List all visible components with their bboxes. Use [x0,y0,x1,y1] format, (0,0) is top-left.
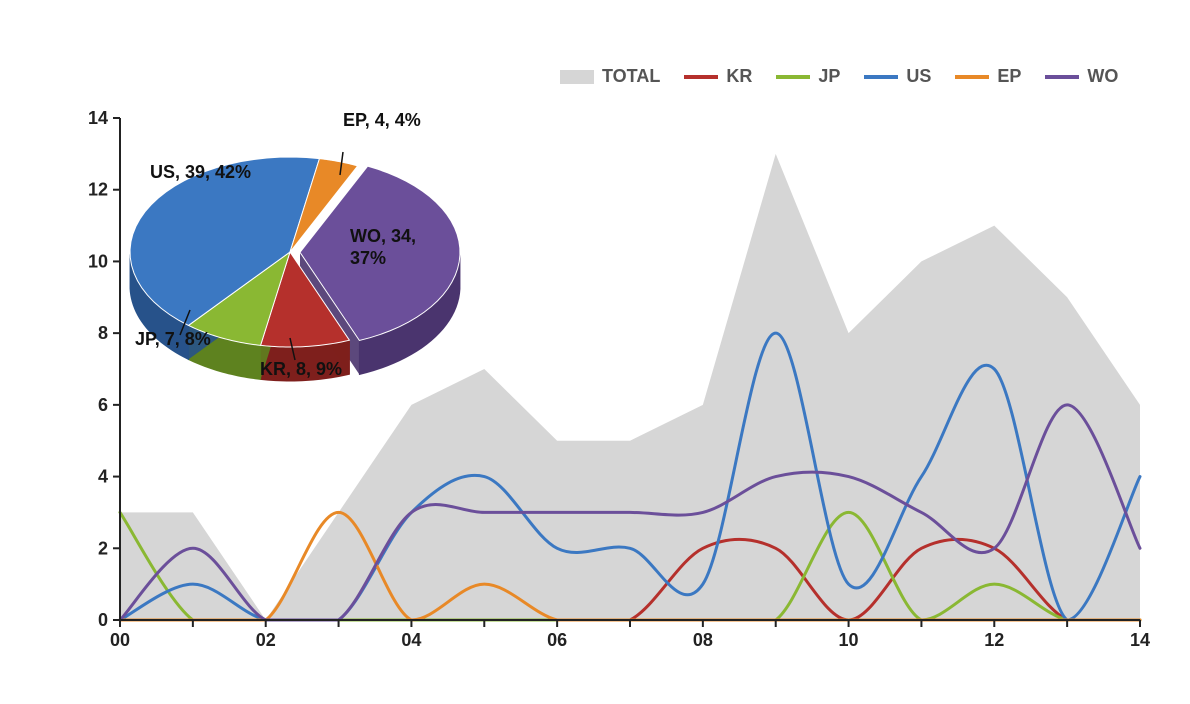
chart-stage: 024681012140002040608101214EP, 4, 4%US, … [0,0,1190,704]
x-tick-label: 14 [1130,630,1150,650]
legend-swatch [684,75,718,79]
pie-label-jp: JP, 7, 8% [135,329,211,349]
legend-label: WO [1087,66,1118,87]
pie-label-kr: KR, 8, 9% [260,359,342,379]
y-tick-label: 14 [88,108,108,128]
x-tick-label: 08 [693,630,713,650]
legend-swatch [955,75,989,79]
legend-item-us: US [864,66,931,87]
chart-svg: 024681012140002040608101214EP, 4, 4%US, … [0,0,1190,704]
legend-swatch [1045,75,1079,79]
legend-swatch [560,70,594,84]
legend-label: JP [818,66,840,87]
legend-item-kr: KR [684,66,752,87]
legend-item-jp: JP [776,66,840,87]
legend-label: US [906,66,931,87]
x-tick-label: 06 [547,630,567,650]
pie-label-wo: 37% [350,248,386,268]
y-tick-label: 4 [98,467,108,487]
x-tick-label: 12 [984,630,1004,650]
legend-label: TOTAL [602,66,660,87]
y-tick-label: 12 [88,180,108,200]
x-tick-label: 10 [839,630,859,650]
legend-item-ep: EP [955,66,1021,87]
x-tick-label: 00 [110,630,130,650]
pie-label-ep: EP, 4, 4% [343,110,421,130]
x-tick-label: 04 [401,630,421,650]
legend-swatch [776,75,810,79]
legend: TOTAL KR JP US EP WO [560,66,1118,87]
y-tick-label: 0 [98,610,108,630]
legend-item-wo: WO [1045,66,1118,87]
pie-label-us: US, 39, 42% [150,162,251,182]
legend-label: KR [726,66,752,87]
x-tick-label: 02 [256,630,276,650]
legend-swatch [864,75,898,79]
legend-label: EP [997,66,1021,87]
y-tick-label: 10 [88,251,108,271]
pie-label-wo: WO, 34, [350,226,416,246]
y-tick-label: 2 [98,538,108,558]
y-tick-label: 6 [98,395,108,415]
legend-item-total: TOTAL [560,66,660,87]
y-tick-label: 8 [98,323,108,343]
